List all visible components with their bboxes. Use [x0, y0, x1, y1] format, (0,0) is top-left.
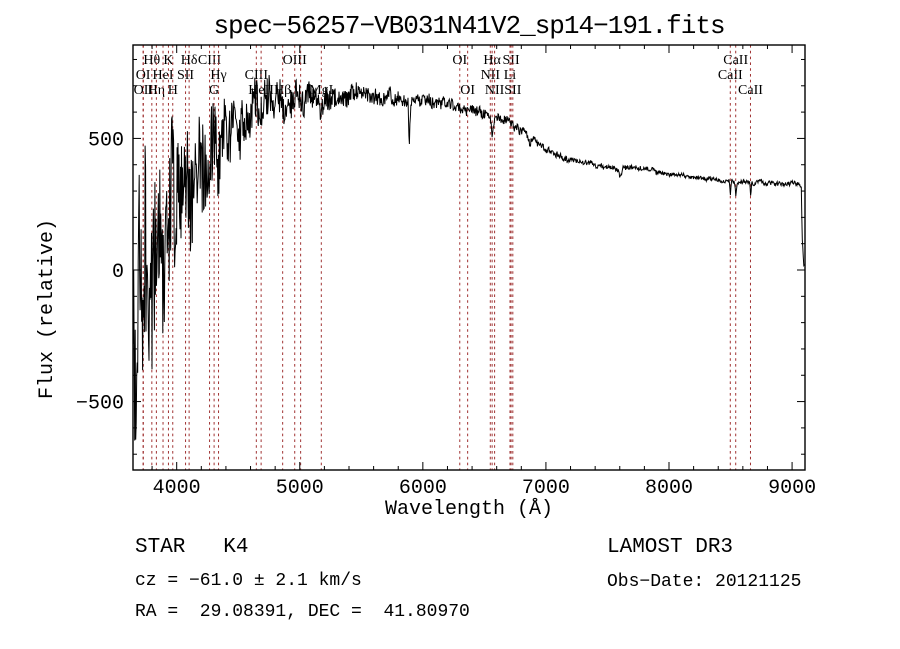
spectral-line-label: OII — [134, 83, 154, 98]
spectral-line-label: Hθ — [143, 53, 160, 68]
survey-release-label: LAMOST DR3 — [607, 536, 734, 559]
ra-dec-value-label: RA = 29.08391, DEC = 41.80970 — [135, 602, 470, 622]
plot-frame — [132, 44, 806, 471]
x-axis-label: Wavelength (Å) — [384, 498, 554, 521]
spectral-line-label: CIII — [245, 68, 269, 83]
spectral-line-label: CaII — [718, 68, 743, 83]
y-tick-label: 0 — [112, 261, 124, 284]
x-tick-label: 5000 — [276, 477, 324, 500]
spectral-line-label: Li — [504, 68, 517, 83]
spectral-line-label: NII — [481, 68, 501, 83]
plot-title: spec−56257−VB031N41V2_sp14−191.fits — [213, 11, 725, 41]
spectral-line-label: G — [209, 83, 219, 98]
spectral-line-label: OIII — [283, 53, 307, 68]
spectral-line-label: SII — [503, 53, 520, 68]
spectral-line-label: CIII — [198, 53, 222, 68]
spectral-line-label: SII — [177, 68, 194, 83]
spectrum-trace — [132, 74, 805, 441]
x-tick-label: 9000 — [768, 477, 816, 500]
spectral-line-label: Hγ — [210, 68, 226, 83]
obs-date-label: Obs−Date: 20121125 — [607, 572, 802, 592]
spectral-line-label: NII — [485, 83, 505, 98]
y-axis: −500 0 500 — [76, 58, 805, 455]
x-axis: 4000 5000 6000 7000 8000 9000 — [151, 45, 816, 500]
spectral-line-label: H — [168, 83, 178, 98]
cz-value-label: cz = −61.0 ± 2.1 km/s — [135, 571, 362, 591]
spectral-line-label: SII — [504, 83, 521, 98]
spectral-line-label: HeI — [153, 68, 174, 83]
object-class-label: STAR K4 — [135, 536, 249, 559]
x-tick-label: 7000 — [522, 477, 570, 500]
x-tick-label: 6000 — [399, 477, 447, 500]
x-tick-label: 8000 — [645, 477, 693, 500]
x-tick-label: 4000 — [153, 477, 201, 500]
spectral-line-label: Hα — [483, 53, 501, 68]
spectral-line-label: OI — [452, 53, 467, 68]
spectral-line-label: OI — [460, 83, 475, 98]
spectral-line-label: Hη — [148, 83, 165, 98]
spectral-line-label: Hδ — [181, 53, 198, 68]
y-tick-label: 500 — [88, 129, 124, 152]
spectral-line-label: CaII — [723, 53, 748, 68]
spectral-line-label: K — [163, 53, 173, 68]
y-tick-label: −500 — [76, 393, 124, 416]
spectral-line-label: CaII — [738, 83, 763, 98]
y-axis-label: Flux (relative) — [36, 218, 59, 400]
